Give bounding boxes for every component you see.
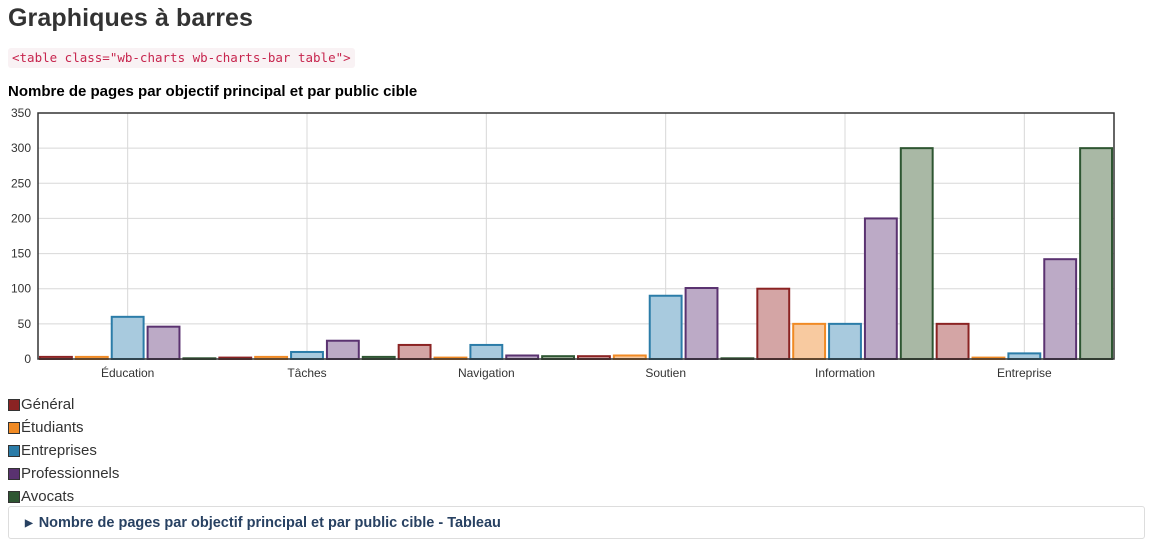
triangle-right-icon: ▶	[25, 518, 33, 529]
bar	[648, 294, 683, 360]
legend-label: Entreprises	[21, 442, 97, 459]
bar	[863, 217, 898, 360]
bar	[935, 322, 970, 361]
legend-swatch	[8, 490, 20, 503]
plot-frame	[37, 112, 1115, 360]
bar	[397, 343, 432, 360]
legend-swatch	[8, 444, 20, 457]
bar-chart: 0 50 100 150 200 250 300 350 Éducation Tâches Navi…	[11, 106, 1115, 380]
y-tick-label: 50	[18, 317, 32, 331]
x-tick-label: Tâches	[287, 366, 326, 380]
legend-item: Avocats	[8, 485, 119, 508]
chart-title: Nombre de pages par objectif principal e…	[8, 83, 418, 100]
legend-item: Entreprises	[8, 439, 119, 462]
legend-label: Avocats	[21, 488, 75, 505]
bar	[792, 322, 827, 361]
x-tick-label: Éducation	[101, 365, 154, 380]
bar	[290, 350, 324, 361]
legend-item: Professionnels	[8, 462, 119, 485]
y-tick-label: 250	[11, 176, 31, 190]
bar	[1079, 147, 1113, 361]
x-tick-label: Navigation	[458, 366, 515, 380]
bar	[110, 315, 145, 360]
details-summary-label: Nombre de pages par objectif principal e…	[38, 515, 501, 531]
x-tick-label: Soutien	[645, 366, 686, 380]
x-tick-label: Information	[815, 366, 875, 380]
y-tick-label: 300	[11, 141, 31, 155]
bar	[684, 287, 719, 360]
page-title: Graphiques à barres	[8, 4, 254, 32]
y-tick-label: 200	[11, 211, 31, 225]
legend-item: Étudiants	[8, 416, 119, 439]
chart-legend: Général Étudiants Entreprises Professionnel…	[8, 393, 119, 508]
bar	[469, 343, 504, 360]
legend-label: Professionnels	[21, 465, 120, 482]
bar	[325, 339, 360, 360]
bar	[146, 325, 181, 360]
y-tick-label: 0	[24, 352, 31, 366]
bar	[756, 287, 791, 360]
y-tick-label: 350	[11, 106, 31, 120]
legend-swatch	[8, 421, 20, 434]
y-tick-label: 100	[11, 282, 31, 296]
y-tick-label: 150	[11, 247, 31, 261]
legend-label: Étudiants	[21, 419, 84, 436]
legend-swatch	[8, 398, 20, 411]
legend-swatch	[8, 467, 20, 480]
bar	[1007, 352, 1042, 360]
table-details[interactable]: ▶ Nombre de pages par objectif principal …	[8, 506, 1145, 539]
details-summary[interactable]: ▶ Nombre de pages par objectif principal …	[25, 515, 501, 531]
bar	[1043, 258, 1078, 361]
x-tick-label: Entreprise	[997, 366, 1052, 380]
legend-label: Général	[21, 396, 75, 413]
bar	[828, 322, 862, 361]
legend-item: Général	[8, 393, 119, 416]
bar	[899, 147, 934, 361]
code-snippet: <table class="wb-charts wb-charts-bar ta…	[8, 48, 355, 68]
